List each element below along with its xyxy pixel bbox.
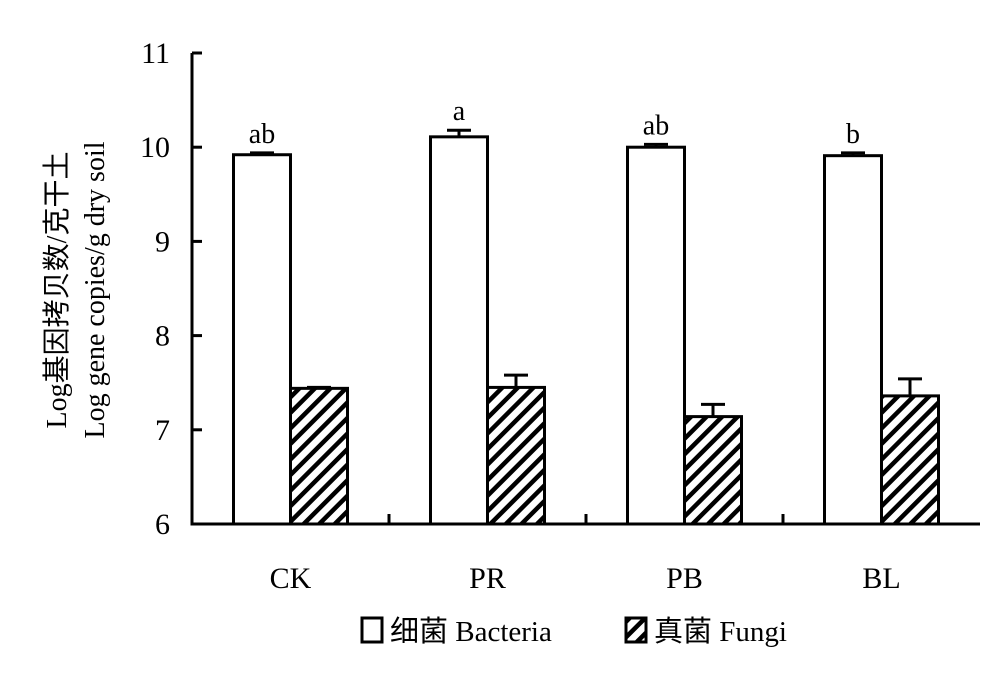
bacteria-bar-pb (626, 145, 686, 526)
significance-label: b (846, 119, 860, 150)
legend-swatch-bacteria (360, 616, 384, 644)
fungi-bar-ck (289, 386, 349, 526)
bacteria-bar-bl (823, 154, 883, 526)
y-axis-title-line1: Log基因拷贝数/克干土 (41, 152, 73, 429)
category-label: BL (862, 562, 900, 595)
significance-label: ab (249, 119, 275, 150)
bacteria-bar-pr (429, 135, 489, 526)
category-labels: CK PR PB BL (270, 514, 901, 595)
y-tick-label: 8 (155, 320, 170, 353)
legend-label-bacteria: 细菌 Bacteria (390, 615, 552, 648)
fungi-bar-pb (683, 415, 743, 526)
category-label: PR (469, 562, 506, 595)
y-tick-label: 10 (140, 131, 170, 164)
y-axis-title-line2: Log gene copies/g dry soil (80, 141, 111, 438)
category-label: CK (270, 562, 312, 595)
y-ticks: 6 7 8 9 10 11 (140, 37, 202, 541)
fungi-bar-bl (880, 394, 940, 526)
y-tick-label: 6 (155, 508, 170, 541)
legend-swatch-fungi (624, 616, 648, 644)
fungi-bar-pr (486, 385, 546, 526)
legend: 细菌 Bacteria 真菌 Fungi (360, 615, 787, 648)
y-tick-label: 7 (155, 414, 170, 447)
category-label: PB (666, 562, 703, 595)
y-tick-label: 9 (155, 225, 170, 258)
bacteria-bar-ck (232, 153, 292, 526)
y-tick-label: 11 (141, 37, 170, 70)
significance-label: ab (643, 110, 669, 141)
bars: ab a ab b (232, 96, 940, 526)
significance-label: a (453, 96, 466, 127)
legend-label-fungi: 真菌 Fungi (654, 615, 787, 648)
